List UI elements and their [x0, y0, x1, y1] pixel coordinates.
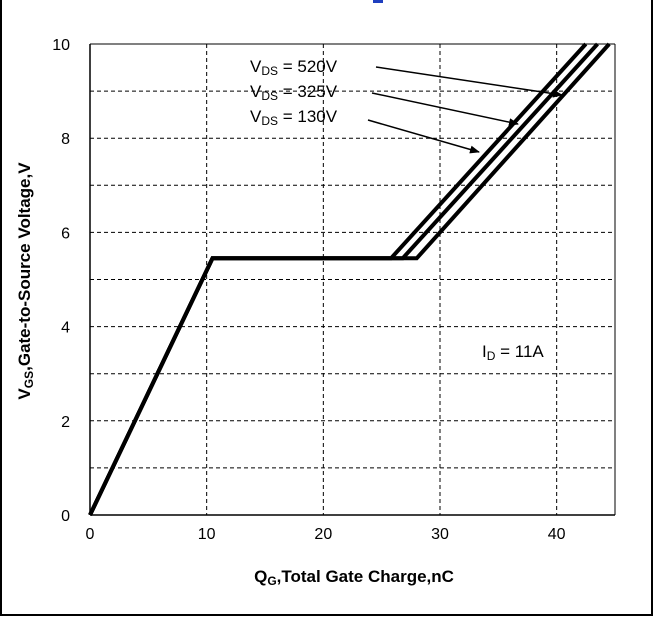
series-lines — [88, 42, 611, 516]
annotation-vds-520: VDS = 520V — [250, 57, 338, 78]
tick-labels: 0 10 20 30 40 0 2 4 6 8 10 — [52, 37, 565, 543]
axes — [89, 43, 616, 516]
x-axis-label: QG,Total Gate Charge,nC — [254, 567, 454, 588]
x-tick-label-30: 30 — [431, 526, 449, 543]
x-tick-label-0: 0 — [86, 526, 95, 543]
annotation-vds-325: VDS = 325V — [250, 82, 338, 103]
annotation-arrows — [367, 66, 563, 154]
series-line-2 — [88, 42, 588, 516]
y-tick-label-6: 6 — [61, 225, 70, 242]
y-tick-label-0: 0 — [61, 508, 70, 525]
y-axis-label: VGS,Gate-to-Source Voltage,V — [15, 162, 36, 400]
arrow-vds-520 — [375, 66, 563, 98]
x-tick-label-10: 10 — [198, 526, 216, 543]
x-tick-label-40: 40 — [548, 526, 566, 543]
arrow-vds-130 — [367, 119, 480, 154]
x-tick-label-20: 20 — [314, 526, 332, 543]
y-tick-label-8: 8 — [61, 131, 70, 148]
arrow-vds-325 — [371, 92, 519, 127]
y-tick-label-10: 10 — [52, 37, 70, 54]
y-tick-label-2: 2 — [61, 414, 70, 431]
grid — [90, 44, 615, 515]
annotation-vds-130: VDS = 130V — [250, 107, 338, 128]
annotation-drain-current: ID = 11A — [482, 342, 544, 363]
y-tick-label-4: 4 — [61, 320, 70, 337]
page-accent-mark — [373, 0, 383, 3]
